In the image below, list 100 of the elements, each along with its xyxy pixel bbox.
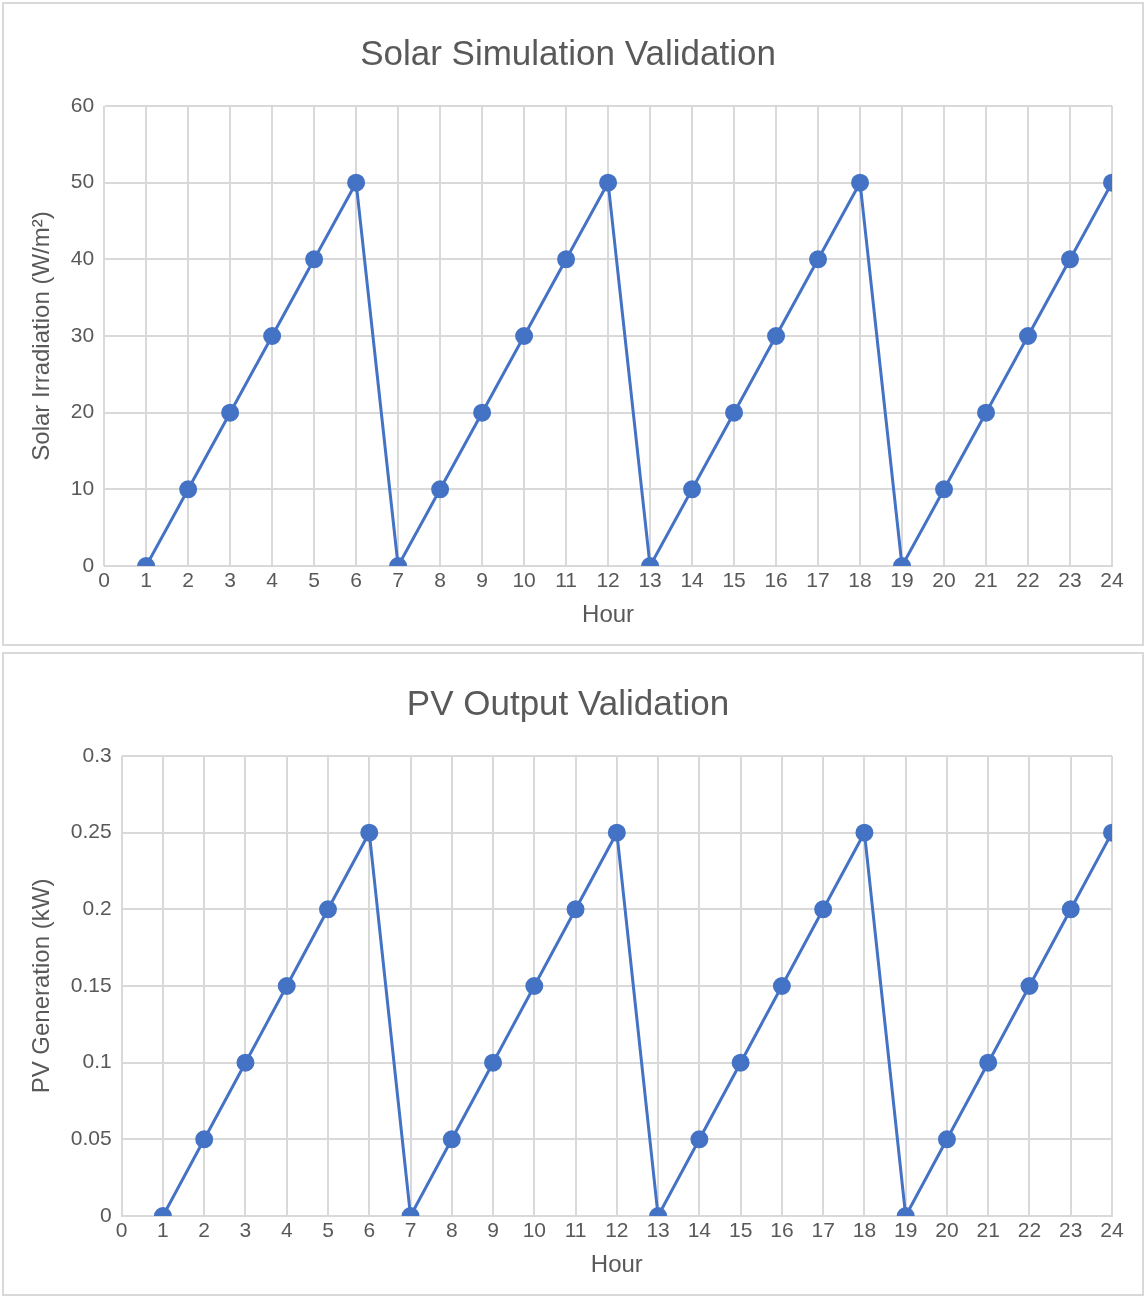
- x-tick-label: 15: [722, 568, 746, 592]
- x-tick-label: 9: [476, 568, 488, 592]
- x-tick-label: 20: [932, 568, 956, 592]
- point: [473, 403, 492, 422]
- point: [484, 1053, 503, 1072]
- point: [347, 173, 366, 192]
- point: [431, 480, 450, 499]
- x-tick-label: 5: [322, 1218, 334, 1242]
- y-tick-label: 0.05: [70, 1126, 112, 1150]
- x-tick-label: 11: [564, 1218, 587, 1242]
- x-tick-label: 13: [638, 568, 662, 592]
- y-tick-label: 0.3: [82, 742, 112, 766]
- y-tick-label: 40: [70, 246, 95, 270]
- y-tick-label: 0.1: [82, 1049, 112, 1073]
- point: [1061, 250, 1080, 269]
- x-tick-label: 2: [198, 1218, 211, 1242]
- point: [979, 1053, 998, 1072]
- point: [814, 900, 833, 919]
- x-tick-label: 5: [308, 568, 320, 592]
- x-tick-label: 19: [890, 568, 914, 592]
- y-tick-label: 0.15: [70, 972, 112, 996]
- x-tick-label: 23: [1059, 1218, 1083, 1242]
- x-tick-label: 18: [848, 568, 872, 592]
- x-tick-label: 8: [445, 1218, 458, 1242]
- point: [1061, 900, 1080, 919]
- x-tick-label: 17: [811, 1218, 835, 1242]
- x-axis-title: Hour: [590, 1250, 643, 1278]
- x-tick-label: 0: [115, 1218, 128, 1242]
- chart-title: PV Output Validation: [406, 682, 730, 722]
- point: [731, 1053, 750, 1072]
- x-tick-label: 10: [522, 1218, 546, 1242]
- x-tick-label: 13: [646, 1218, 670, 1242]
- point: [221, 403, 240, 422]
- point: [236, 1053, 255, 1072]
- x-tick-label: 14: [687, 1218, 712, 1242]
- point: [855, 823, 874, 842]
- point: [442, 1130, 461, 1149]
- x-tick-label: 3: [224, 568, 236, 592]
- x-tick-label: 10: [512, 568, 536, 592]
- point: [566, 900, 585, 919]
- x-tick-label: 9: [487, 1218, 499, 1242]
- point: [690, 1130, 709, 1149]
- y-axis-title: Solar Irradiation (W/m²): [27, 211, 55, 461]
- point: [318, 900, 337, 919]
- x-tick-label: 2: [182, 568, 194, 592]
- x-tick-label: 11: [555, 568, 577, 592]
- x-tick-label: 1: [140, 568, 152, 592]
- point: [851, 173, 870, 192]
- point: [935, 480, 954, 499]
- x-tick-label: 12: [605, 1218, 629, 1242]
- point: [525, 977, 544, 995]
- x-axis-title: Hour: [582, 600, 635, 628]
- point: [195, 1130, 214, 1149]
- x-tick-label: 8: [434, 568, 446, 592]
- point: [683, 480, 702, 499]
- x-tick-label: 22: [1017, 1218, 1042, 1242]
- x-tick-label: 3: [239, 1218, 252, 1242]
- x-tick-label: 4: [266, 568, 279, 592]
- y-tick-label: 60: [70, 92, 95, 116]
- x-tick-label: 16: [770, 1218, 794, 1242]
- x-tick-label: 17: [806, 568, 830, 592]
- point: [1020, 977, 1039, 995]
- x-tick-label: 14: [680, 568, 705, 592]
- x-tick-label: 4: [280, 1218, 293, 1242]
- x-tick-label: 23: [1058, 568, 1082, 592]
- point: [263, 327, 282, 345]
- point: [277, 977, 296, 995]
- x-tick-label: 18: [852, 1218, 877, 1242]
- y-tick-label: 0: [99, 1202, 112, 1226]
- y-tick-label: 0: [82, 552, 95, 576]
- x-tick-label: 22: [1016, 568, 1040, 592]
- x-tick-label: 21: [974, 568, 998, 592]
- point: [809, 250, 828, 269]
- y-tick-label: 10: [70, 476, 95, 500]
- point: [977, 403, 996, 422]
- x-tick-label: 6: [350, 568, 362, 592]
- point: [607, 823, 626, 842]
- x-tick-label: 20: [935, 1218, 959, 1242]
- x-tick-label: 16: [764, 568, 788, 592]
- point: [515, 327, 534, 345]
- point: [772, 977, 791, 995]
- x-tick-label: 6: [363, 1218, 376, 1242]
- y-tick-label: 20: [70, 399, 95, 423]
- point: [937, 1130, 956, 1149]
- x-tick-label: 24: [1100, 568, 1124, 592]
- point: [725, 403, 744, 422]
- y-tick-label: 30: [70, 322, 95, 346]
- x-tick-label: 24: [1100, 1218, 1124, 1242]
- x-tick-label: 19: [894, 1218, 918, 1242]
- x-tick-label: 12: [596, 568, 620, 592]
- y-tick-label: 0.25: [70, 819, 112, 843]
- y-tick-label: 0.2: [82, 896, 112, 920]
- y-tick-label: 50: [70, 169, 95, 193]
- chart-title: Solar Simulation Validation: [360, 32, 776, 72]
- point: [360, 823, 379, 842]
- point: [557, 250, 576, 269]
- point: [305, 250, 324, 269]
- x-tick-label: 1: [157, 1218, 169, 1242]
- point: [599, 173, 618, 192]
- point: [1019, 327, 1038, 345]
